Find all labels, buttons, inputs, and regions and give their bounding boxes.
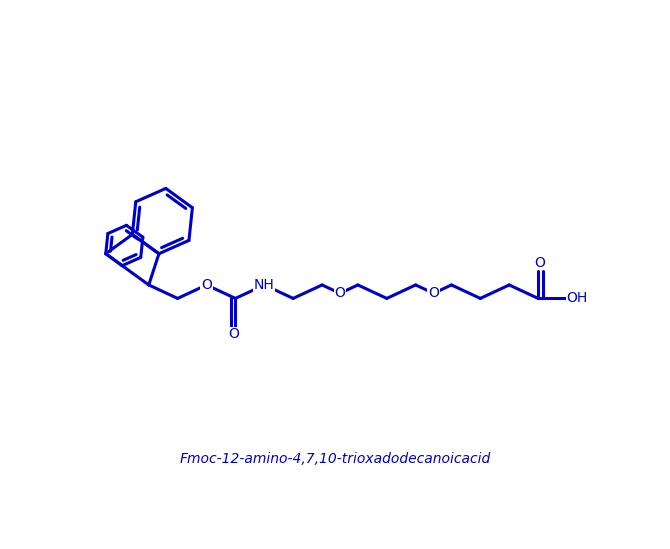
Text: NH: NH <box>254 278 275 292</box>
Text: O: O <box>334 286 346 300</box>
Text: O: O <box>201 278 212 292</box>
Text: O: O <box>428 286 439 300</box>
Text: O: O <box>535 256 545 270</box>
Text: OH: OH <box>566 292 588 305</box>
Text: O: O <box>228 327 239 341</box>
Text: Fmoc-12-amino-4,7,10-trioxadodecanoicacid: Fmoc-12-amino-4,7,10-trioxadodecanoicaci… <box>180 452 490 466</box>
